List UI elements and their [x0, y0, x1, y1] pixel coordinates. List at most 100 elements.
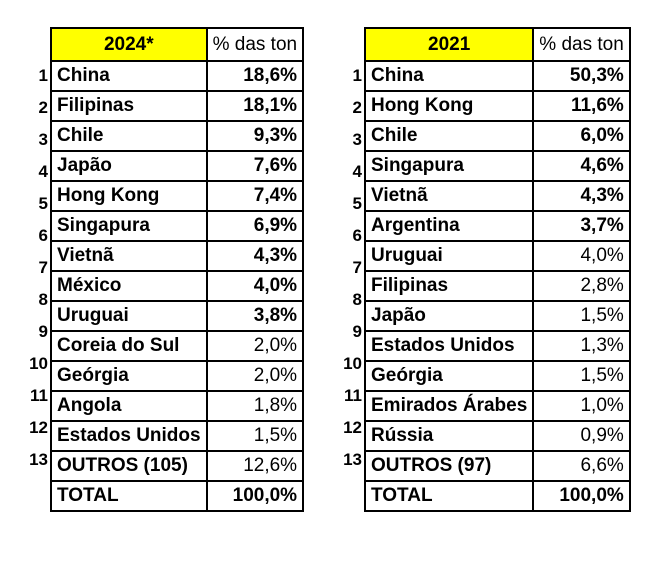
country-name: China	[363, 60, 535, 92]
percent-value: 2,8%	[532, 270, 631, 302]
country-name: Estados Unidos	[363, 330, 535, 362]
country-name: Japão	[363, 300, 535, 332]
percent-value: 18,1%	[205, 90, 305, 122]
rank-number: 11	[344, 386, 362, 405]
country-name: OUTROS (97)	[363, 450, 535, 482]
percent-value: 2,0%	[205, 330, 305, 362]
table-row: Estados Unidos 1,3%	[363, 330, 631, 362]
country-name: Chile	[363, 120, 535, 152]
percent-value: 6,9%	[205, 210, 305, 242]
rank-number: 8	[38, 290, 48, 309]
rank-number: 3	[38, 130, 48, 149]
percent-value: 11,6%	[532, 90, 631, 122]
rank-number: 9	[352, 322, 362, 341]
table-row: Vietnã 4,3%	[50, 240, 305, 272]
country-name: Chile	[50, 120, 208, 152]
year-header: 2021	[363, 27, 535, 62]
rank-number: 10	[29, 354, 48, 373]
table-row: TOTAL 100,0%	[363, 480, 631, 512]
percent-value: 7,4%	[205, 180, 305, 212]
table-row: Filipinas 2,8%	[363, 270, 631, 302]
table-row: China 50,3%	[363, 60, 631, 92]
rank-number: 3	[352, 130, 362, 149]
rank-number: 8	[352, 290, 362, 309]
table-row: Estados Unidos 1,5%	[50, 420, 305, 452]
header-row: 2021% das ton	[363, 27, 631, 62]
country-name: Angola	[50, 390, 208, 422]
rank-number: 13	[343, 450, 362, 469]
percent-value: 3,7%	[532, 210, 631, 242]
country-name: Singapura	[50, 210, 208, 242]
table-row: Uruguai 4,0%	[363, 240, 631, 272]
percent-value: 0,9%	[532, 420, 631, 452]
rank-number: 10	[343, 354, 362, 373]
table-row: Chile 6,0%	[363, 120, 631, 152]
rank-number: 1	[38, 66, 48, 85]
table-row: Japão 1,5%	[363, 300, 631, 332]
table-row: México 4,0%	[50, 270, 305, 302]
rank-number: 4	[352, 162, 362, 181]
percent-value: 1,5%	[532, 360, 631, 392]
percent-value: 4,3%	[532, 180, 631, 212]
table-row: Hong Kong 7,4%	[50, 180, 305, 212]
country-name: TOTAL	[363, 480, 535, 512]
percent-value: 6,0%	[532, 120, 631, 152]
percent-value: 100,0%	[532, 480, 631, 512]
rank-number	[22, 476, 50, 508]
country-name: Hong Kong	[50, 180, 208, 212]
rank-number: 12	[29, 418, 48, 437]
rank-number: 7	[352, 258, 362, 277]
rank-number: 5	[38, 194, 48, 213]
table-row: Emirados Árabes 1,0%	[363, 390, 631, 422]
table-row: Coreia do Sul 2,0%	[50, 330, 305, 362]
rank-column: 1 2 3 4 5 6 7 8 9 10 11 12 13	[22, 60, 50, 540]
table-row: Chile 9,3%	[50, 120, 305, 152]
percent-value: 18,6%	[205, 60, 305, 92]
percent-header: % das ton	[205, 27, 305, 62]
percent-value: 1,5%	[532, 300, 631, 332]
country-name: Filipinas	[50, 90, 208, 122]
table-row: Japão 7,6%	[50, 150, 305, 182]
percent-value: 4,3%	[205, 240, 305, 272]
rank-number	[336, 476, 364, 508]
percent-value: 4,6%	[532, 150, 631, 182]
percent-value: 7,6%	[205, 150, 305, 182]
country-name: Uruguai	[50, 300, 208, 332]
country-name: México	[50, 270, 208, 302]
table-row: Geórgia 1,5%	[363, 360, 631, 392]
country-name: Geórgia	[50, 360, 208, 392]
country-name: Vietnã	[363, 180, 535, 212]
country-name: Uruguai	[363, 240, 535, 272]
country-name: Hong Kong	[363, 90, 535, 122]
percent-header: % das ton	[532, 27, 631, 62]
percent-value: 1,5%	[205, 420, 305, 452]
rank-number: 4	[38, 162, 48, 181]
percent-value: 1,3%	[532, 330, 631, 362]
country-name: Geórgia	[363, 360, 535, 392]
table-row: Vietnã 4,3%	[363, 180, 631, 212]
country-name: Vietnã	[50, 240, 208, 272]
rank-number: 9	[38, 322, 48, 341]
rank-number: 6	[38, 226, 48, 245]
rank-number: 11	[30, 386, 48, 405]
country-name: Filipinas	[363, 270, 535, 302]
table-row: TOTAL 100,0%	[50, 480, 305, 512]
table-row: Uruguai 3,8%	[50, 300, 305, 332]
percent-value: 9,3%	[205, 120, 305, 152]
country-name: Coreia do Sul	[50, 330, 208, 362]
percent-value: 6,6%	[532, 450, 631, 482]
percent-value: 100,0%	[205, 480, 305, 512]
table-row: Singapura 4,6%	[363, 150, 631, 182]
rank-number: 7	[38, 258, 48, 277]
table-row: OUTROS (97) 6,6%	[363, 450, 631, 482]
percent-value: 2,0%	[205, 360, 305, 392]
table-row: Singapura 6,9%	[50, 210, 305, 242]
rank-number: 2	[352, 98, 362, 117]
percent-value: 4,0%	[205, 270, 305, 302]
percent-value: 3,8%	[205, 300, 305, 332]
rank-column: 1 2 3 4 5 6 7 8 9 10 11 12 13	[336, 60, 364, 540]
country-name: TOTAL	[50, 480, 208, 512]
country-name: OUTROS (105)	[50, 450, 208, 482]
rank-number	[22, 508, 50, 540]
table-row: Argentina 3,7%	[363, 210, 631, 242]
